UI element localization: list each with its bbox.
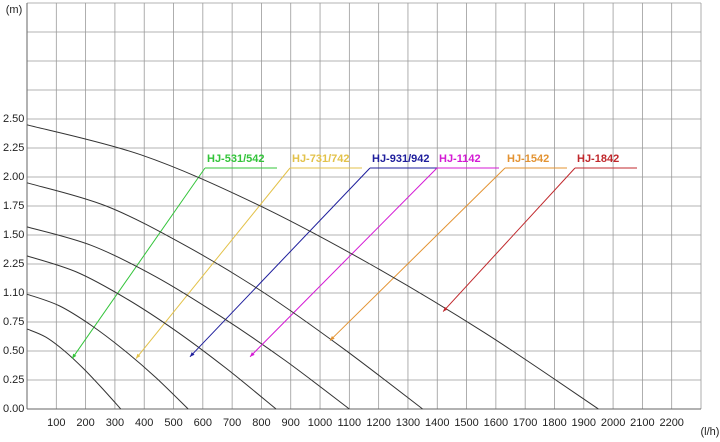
y-tick-label: 0.75 xyxy=(3,316,24,328)
curve xyxy=(26,255,277,410)
x-tick-label: 2200 xyxy=(659,417,683,429)
y-tick-label: 2.25 xyxy=(3,142,24,154)
x-tick-label: 1100 xyxy=(338,417,362,429)
arrow-head xyxy=(189,352,195,357)
y-tick-label: 0.50 xyxy=(3,345,24,357)
x-tick-label: 100 xyxy=(47,417,65,429)
x-tick-label: 900 xyxy=(282,417,300,429)
x-tick-label: 1900 xyxy=(572,417,596,429)
x-tick-label: 300 xyxy=(106,417,124,429)
annotation-arrow xyxy=(442,167,576,312)
series-label: HJ-731/742 xyxy=(292,153,350,165)
x-tick-label: 1400 xyxy=(425,417,449,429)
annotation-arrow xyxy=(189,167,371,358)
x-tick-label: 400 xyxy=(135,417,153,429)
y-tick-label: 0.00 xyxy=(3,403,24,415)
x-tick-label: 1800 xyxy=(542,417,566,429)
y-tick-label: 0.25 xyxy=(3,374,24,386)
x-tick-label: 1500 xyxy=(454,417,478,429)
y-tick-label: 1.10 xyxy=(3,287,24,299)
curve xyxy=(26,182,423,410)
arrow-head xyxy=(72,353,77,359)
x-tick-label: 500 xyxy=(164,417,182,429)
curve xyxy=(26,293,189,410)
annotation-arrow xyxy=(329,167,506,341)
x-tick-label: 700 xyxy=(223,417,241,429)
y-tick-label: 1.50 xyxy=(3,229,24,241)
curve xyxy=(26,124,599,410)
annotation-arrow xyxy=(135,167,291,359)
x-tick-label: 1000 xyxy=(308,417,332,429)
x-tick-label: 2000 xyxy=(601,417,625,429)
x-tick-label: 800 xyxy=(252,417,270,429)
arrow-head xyxy=(250,352,255,357)
x-tick-label: 1600 xyxy=(484,417,508,429)
series-label: HJ-931/942 xyxy=(372,153,430,165)
x-tick-label: 1200 xyxy=(366,417,390,429)
x-tick-label: 2100 xyxy=(630,417,654,429)
curve xyxy=(26,328,122,410)
x-axis-label: (l/h) xyxy=(701,426,720,438)
y-axis-label: (m) xyxy=(6,4,23,16)
series-label: HJ-1142 xyxy=(439,153,481,165)
x-tick-label: 200 xyxy=(76,417,94,429)
series-label: HJ-531/542 xyxy=(207,153,265,165)
y-tick-label: 1.75 xyxy=(3,200,24,212)
series-label: HJ-1542 xyxy=(507,153,549,165)
y-tick-label: 2.00 xyxy=(3,171,24,183)
series-label: HJ-1842 xyxy=(577,153,619,165)
arrow-head xyxy=(136,353,141,359)
x-tick-label: 600 xyxy=(194,417,212,429)
curve xyxy=(26,226,350,410)
arrow-head xyxy=(330,335,335,341)
y-tick-label: 2.25 xyxy=(3,258,24,270)
annotation-arrow xyxy=(71,167,206,359)
arrow-head xyxy=(443,306,448,312)
annotation-arrow xyxy=(249,167,438,358)
x-tick-label: 1700 xyxy=(513,417,537,429)
x-tick-label: 1300 xyxy=(396,417,420,429)
y-tick-label: 2.50 xyxy=(3,113,24,125)
